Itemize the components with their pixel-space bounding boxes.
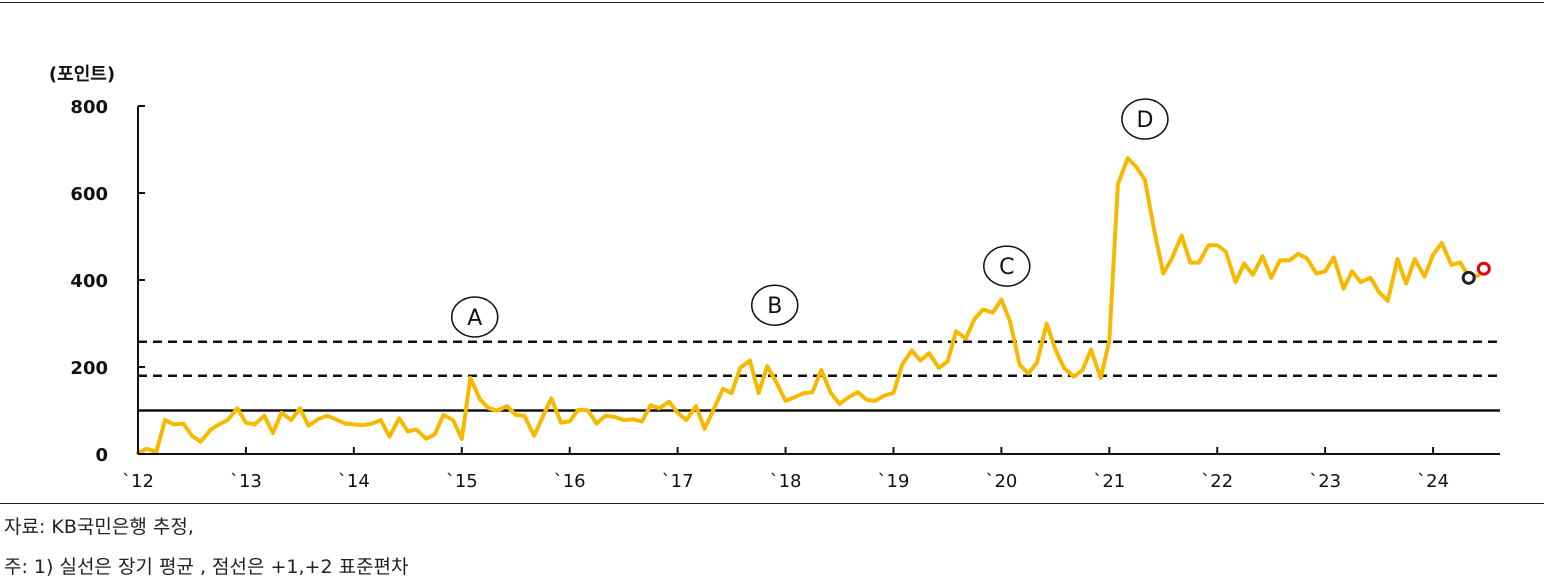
point-marker bbox=[1461, 270, 1476, 285]
annotation-circle bbox=[450, 296, 499, 338]
annotations: A B C D bbox=[450, 98, 1169, 338]
annotation-circle bbox=[1121, 98, 1169, 140]
annotation-circle bbox=[983, 245, 1031, 287]
axes: 0 200 400 600 800 `12 `13 `14 `15 `16 `17 `18 `19 `20… bbox=[70, 97, 1500, 492]
x-tick-label: `21 bbox=[1093, 471, 1125, 492]
series-layer bbox=[136, 156, 1491, 456]
x-tick-label: `16 bbox=[554, 471, 586, 492]
x-tick-label: `17 bbox=[662, 471, 694, 492]
y-axis-unit-label: (포인트) bbox=[49, 64, 115, 85]
point-marker bbox=[1476, 261, 1491, 276]
series-line bbox=[136, 156, 1481, 456]
annotation-circle bbox=[751, 284, 799, 326]
y-tick-label: 800 bbox=[70, 97, 108, 118]
annotation-label: C bbox=[999, 255, 1014, 280]
bottom-rule bbox=[0, 503, 1544, 504]
line-chart: (포인트) 0 200 400 600 800 `12 `13 `14 `15 `16 `17 `18… bbox=[49, 64, 1500, 492]
x-tick-label: `13 bbox=[230, 471, 262, 492]
annotation-label: B bbox=[767, 294, 782, 319]
y-tick-label: 400 bbox=[70, 271, 108, 292]
x-tick-label: `15 bbox=[446, 471, 478, 492]
x-tick-label: `20 bbox=[985, 471, 1017, 492]
source-note: 자료: KB국민은행 추정, bbox=[4, 516, 194, 538]
x-tick-label: `23 bbox=[1309, 471, 1341, 492]
x-tick-label: `18 bbox=[770, 471, 802, 492]
footnote: 주: 1) 실선은 장기 평균 , 점선은 +1,+2 표준편차 bbox=[4, 556, 409, 578]
x-tick-label: `12 bbox=[122, 471, 154, 492]
top-rule bbox=[0, 2, 1544, 3]
annotation-label: D bbox=[1136, 108, 1153, 133]
x-tick-label: `24 bbox=[1417, 471, 1449, 492]
y-tick-label: 200 bbox=[70, 358, 108, 379]
annotation-label: A bbox=[467, 306, 482, 331]
x-tick-label: `22 bbox=[1201, 471, 1233, 492]
y-tick-label: 0 bbox=[95, 445, 108, 466]
y-tick-label: 600 bbox=[70, 184, 108, 205]
x-tick-label: `19 bbox=[878, 471, 910, 492]
x-tick-label: `14 bbox=[338, 471, 370, 492]
